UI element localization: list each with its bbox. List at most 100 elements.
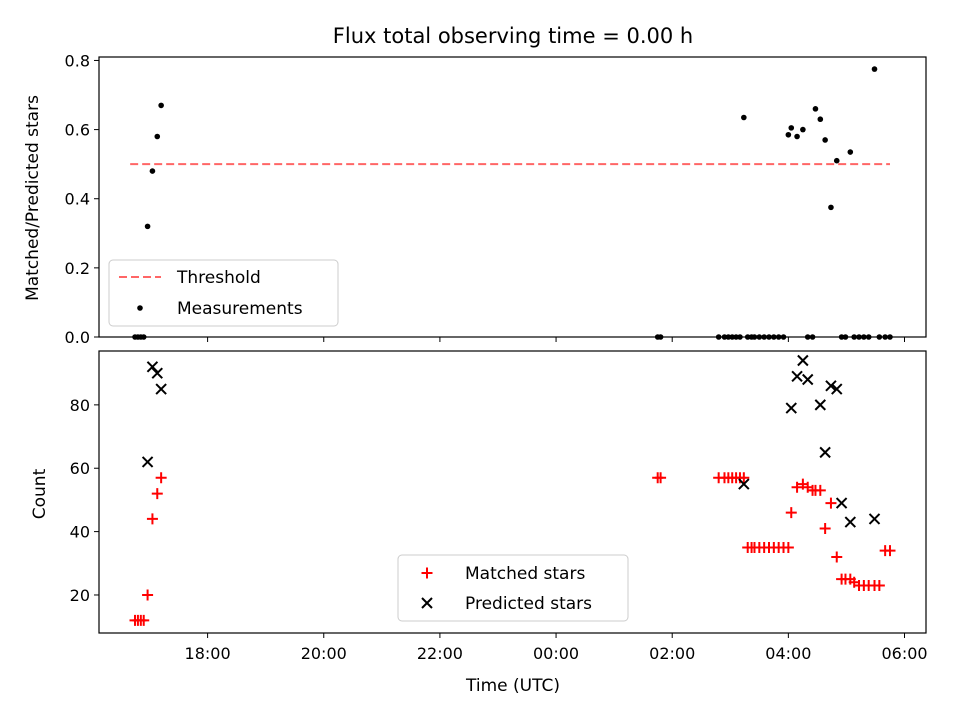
- measurement-point: [744, 334, 751, 340]
- legend-predicted-swatch: [421, 597, 433, 609]
- measurement-point: [771, 334, 777, 340]
- measurement-point: [140, 334, 147, 340]
- measurement-point: [775, 334, 782, 340]
- predicted-star-point: [791, 370, 803, 383]
- legend-predicted-label: Predicted stars: [465, 594, 592, 614]
- x-tick-label: 04:00: [765, 644, 811, 663]
- predicted-star-point: [785, 402, 797, 414]
- bottom-legend-box: [397, 554, 629, 622]
- measurement-point: [715, 334, 722, 340]
- x-tick-label: 18:00: [185, 644, 231, 663]
- predicted-star-point: [155, 383, 167, 395]
- matched-star-point: [655, 472, 667, 484]
- bottom-legend: Matched stars Predicted stars: [397, 554, 629, 622]
- measurement-point: [725, 334, 732, 340]
- measurement-point: [851, 334, 857, 340]
- bottom-panel: 20 40 60 80: [70, 350, 927, 634]
- matched-star-point: [151, 488, 163, 500]
- measurement-point: [733, 334, 739, 340]
- matched-star-point: [831, 551, 843, 563]
- bottom-y-axis-label: Count: [30, 468, 50, 519]
- measurement-point: [766, 334, 772, 340]
- matched-star-point: [814, 484, 826, 496]
- measurement-point: [780, 334, 787, 340]
- top-y-axis-label: Matched/Predicted stars: [23, 95, 43, 301]
- predicted-star-point: [802, 373, 814, 386]
- measurement-point: [800, 126, 806, 133]
- measurement-point: [856, 334, 862, 340]
- matched-star-point: [819, 522, 831, 534]
- top-y-tick-label: 0.8: [65, 51, 90, 70]
- matched-star-point: [138, 614, 150, 626]
- top-panel: 0.0 0.2 0.4 0.6 0.8: [65, 51, 927, 347]
- measurement-point: [828, 204, 834, 211]
- measurement-point: [154, 133, 161, 140]
- measurement-point: [887, 334, 893, 340]
- measurement-point: [833, 157, 840, 164]
- x-tick-label: 02:00: [649, 644, 695, 663]
- measurement-point: [756, 334, 763, 340]
- measurement-point: [721, 334, 728, 340]
- predicted-star-point: [814, 399, 827, 411]
- matched-star-point: [785, 507, 797, 519]
- measurement-point: [785, 131, 792, 138]
- predicted-star-point: [146, 361, 159, 373]
- top-legend-box: [108, 259, 339, 327]
- chart-title: Flux total observing time = 0.00 h: [333, 24, 693, 48]
- top-legend: Threshold Measurements: [108, 259, 339, 327]
- legend-threshold-label: Threshold: [176, 268, 261, 288]
- predicted-star-point: [738, 478, 750, 490]
- matched-star-point: [146, 513, 158, 525]
- measurement-point: [812, 106, 819, 112]
- x-axis-label: Time (UTC): [465, 676, 560, 696]
- top-y-tick-label: 0.6: [65, 121, 90, 140]
- predicted-star-point: [835, 497, 848, 509]
- top-plot-frame: [98, 56, 927, 338]
- measurement-point: [876, 334, 883, 340]
- measurement-point: [871, 66, 878, 72]
- bottom-y-tick-label: 20: [70, 586, 90, 605]
- measurement-point: [794, 133, 800, 140]
- legend-matched-swatch: [421, 567, 433, 579]
- measurement-point: [842, 334, 849, 340]
- measurement-point: [741, 114, 747, 121]
- predicted-star-point: [868, 513, 881, 525]
- x-tick-label: 20:00: [301, 644, 347, 663]
- measurement-point: [737, 334, 743, 340]
- measurement-point: [804, 334, 811, 340]
- measurement-point: [882, 334, 888, 340]
- matched-star-point: [142, 589, 154, 601]
- matched-star-point: [782, 541, 794, 553]
- bottom-y-tick-label: 80: [70, 396, 90, 415]
- legend-measurements-swatch: [137, 305, 143, 311]
- measurement-point: [149, 168, 156, 174]
- top-y-tick-label: 0.2: [65, 259, 90, 278]
- legend-matched-label: Matched stars: [465, 564, 585, 584]
- bottom-y-tick-label: 40: [70, 523, 90, 542]
- predicted-star-point: [141, 456, 154, 468]
- matched-star-point: [155, 472, 167, 484]
- measurement-point: [788, 125, 795, 131]
- matched-star-point: [825, 497, 837, 509]
- measurement-point: [822, 137, 828, 143]
- top-y-tick-label: 0.0: [65, 328, 90, 347]
- x-tick-label: 06:00: [881, 644, 927, 663]
- predicted-star-point: [844, 516, 857, 528]
- x-axis-ticks: 18:00 20:00 22:00 00:00 02:00 04:00 06:00: [185, 633, 928, 663]
- legend-measurements-label: Measurements: [177, 299, 303, 319]
- matched-star-point: [873, 579, 885, 591]
- measurement-point: [861, 334, 867, 340]
- measurement-point: [761, 334, 767, 340]
- measurement-point: [729, 334, 736, 340]
- bottom-y-tick-label: 60: [70, 459, 90, 478]
- matched-star-point: [738, 472, 750, 484]
- bottom-plot-frame: [98, 350, 927, 634]
- measurement-point: [158, 102, 164, 109]
- measurement-point: [847, 149, 854, 155]
- predicted-star-point: [819, 446, 831, 459]
- x-tick-label: 00:00: [533, 644, 579, 663]
- measurement-point: [865, 334, 872, 340]
- measurement-point: [144, 223, 151, 230]
